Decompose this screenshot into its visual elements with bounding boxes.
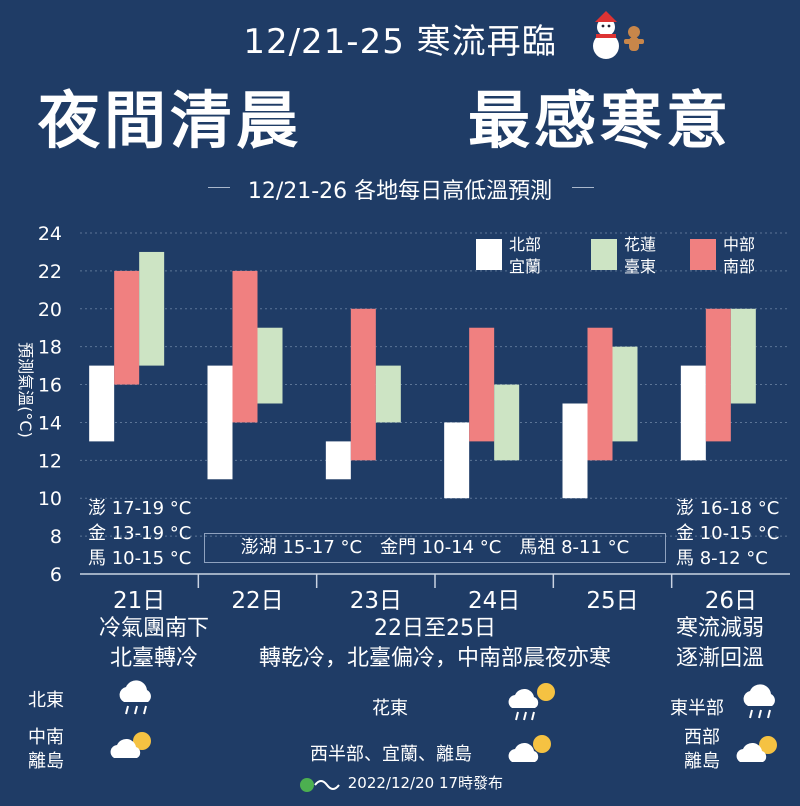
region-central-south: 中南 離島 — [28, 726, 64, 774]
islands-note-day21: 澎 17-19 °C 金 13-19 °C 馬 10-15 °C — [88, 496, 191, 571]
bar-north-yilan — [444, 422, 470, 499]
legend-swatch — [476, 239, 502, 270]
period-day21: 冷氣團南下 北臺轉冷 — [62, 614, 246, 674]
x-tick-label: 22日 — [231, 588, 283, 614]
bar-hualien-taitung — [257, 327, 283, 404]
bar-north-yilan — [207, 365, 233, 480]
period-day22-25: 22日至25日 轉乾冷，北臺偏冷，中南部晨夜亦寒 — [200, 614, 670, 674]
bar-central-south — [114, 270, 140, 385]
bar-north-yilan — [89, 365, 115, 442]
islands-note-line: 金 10-15 °C — [676, 523, 780, 544]
region-north-east: 北東 — [28, 690, 64, 711]
headline-right: 最感寒意 — [468, 84, 733, 157]
islands-note-line: 馬 8-12 °C — [676, 548, 768, 569]
x-tick-label: 21日 — [113, 588, 165, 614]
y-tick-label: 8 — [50, 526, 62, 548]
y-tick-label: 12 — [38, 450, 62, 472]
footer: 2022/12/20 17時發布 — [0, 772, 800, 794]
bar-hualien-taitung — [612, 346, 638, 442]
period-day26: 寒流減弱 逐漸回溫 — [650, 614, 790, 674]
publish-time: 2022/12/20 17時發布 — [347, 774, 504, 792]
region-hualien-taitung: 花東 — [372, 698, 408, 719]
period-line: 22日至25日 — [374, 616, 496, 641]
y-tick-label: 14 — [38, 412, 62, 434]
legend-swatch — [690, 239, 716, 270]
partly-cloudy-rain-icon — [508, 683, 555, 721]
region-line: 西部 — [684, 727, 720, 748]
partly-cloudy-icon — [508, 735, 551, 762]
x-tick-label: 26日 — [705, 588, 757, 614]
subtitle-rule-left — [208, 187, 230, 188]
bar-central-south — [350, 308, 376, 461]
islands-note-middle: 澎湖 15-17 °C 金門 10-14 °C 馬祖 8-11 °C — [204, 533, 666, 563]
period-line: 轉乾冷，北臺偏冷，中南部晨夜亦寒 — [258, 646, 611, 671]
subtitle-rule-right — [572, 187, 594, 188]
islands-note-line: 澎 16-18 °C — [676, 498, 780, 519]
cwb-logo-icon — [299, 777, 340, 792]
cloud-rain-icon — [119, 680, 151, 715]
y-tick-label: 10 — [38, 488, 62, 510]
legend-label: 花蓮 — [624, 235, 656, 254]
period-line: 北臺轉冷 — [109, 646, 198, 671]
y-tick-label: 6 — [50, 564, 62, 586]
bar-hualien-taitung — [375, 365, 401, 423]
islands-note-line: 澎 17-19 °C — [88, 498, 192, 519]
legend-label: 臺東 — [624, 257, 656, 276]
region-east-half: 東半部 — [670, 698, 724, 719]
legend-label: 南部 — [723, 257, 755, 276]
bar-central-south — [469, 327, 495, 442]
bar-hualien-taitung — [139, 251, 165, 366]
region-line: 中南 — [28, 727, 64, 748]
period-line: 冷氣團南下 — [98, 616, 209, 641]
headline-left: 夜間清晨 — [38, 84, 303, 157]
chart-title: 12/21-26 各地每日高低溫預測 — [247, 179, 553, 204]
region-west-islands-26: 西部 離島 — [684, 726, 720, 774]
islands-note-line: 馬 10-15 °C — [88, 548, 192, 569]
header-title: 12/21-25 寒流再臨 — [243, 22, 557, 62]
bar-north-yilan — [325, 441, 351, 480]
partly-cloudy-icon — [110, 732, 151, 758]
legend-label: 北部 — [509, 235, 541, 254]
partly-cloudy-icon — [736, 736, 777, 762]
cloud-rain-icon — [743, 684, 775, 719]
islands-note-day26: 澎 16-18 °C 金 10-15 °C 馬 8-12 °C — [676, 496, 779, 571]
bar-central-south — [705, 308, 731, 442]
bar-central-south — [587, 327, 613, 461]
legend-label: 宜蘭 — [509, 257, 541, 276]
region-west-islands: 西半部、宜蘭、離島 — [310, 744, 472, 765]
region-line: 離島 — [684, 751, 720, 772]
snowman-icon — [593, 11, 644, 59]
bar-north-yilan — [562, 403, 588, 499]
x-tick-label: 24日 — [468, 588, 520, 614]
period-line: 逐漸回溫 — [675, 646, 764, 671]
x-tick-label: 23日 — [350, 588, 402, 614]
legend-label: 中部 — [723, 235, 755, 254]
islands-note-line: 金 13-19 °C — [88, 523, 192, 544]
bar-central-south — [232, 270, 258, 423]
bar-north-yilan — [680, 365, 706, 461]
bar-hualien-taitung — [494, 384, 520, 461]
y-axis-label: 預測氣溫(°C) — [16, 342, 35, 438]
temperature-chart: 6 8 10 12 14 16 18 20 22 24 21日 22日 23日 24日 25日 26日 北部宜… — [16, 223, 790, 614]
x-tick-label: 25日 — [586, 588, 638, 614]
y-tick-label: 24 — [38, 223, 62, 245]
period-line: 寒流減弱 — [675, 616, 764, 641]
y-tick-label: 16 — [38, 375, 62, 397]
y-tick-label: 22 — [38, 261, 62, 283]
legend-swatch — [591, 239, 617, 270]
y-tick-label: 18 — [38, 337, 62, 359]
bar-hualien-taitung — [730, 308, 756, 404]
y-tick-label: 20 — [38, 299, 62, 321]
region-line: 離島 — [28, 751, 64, 772]
